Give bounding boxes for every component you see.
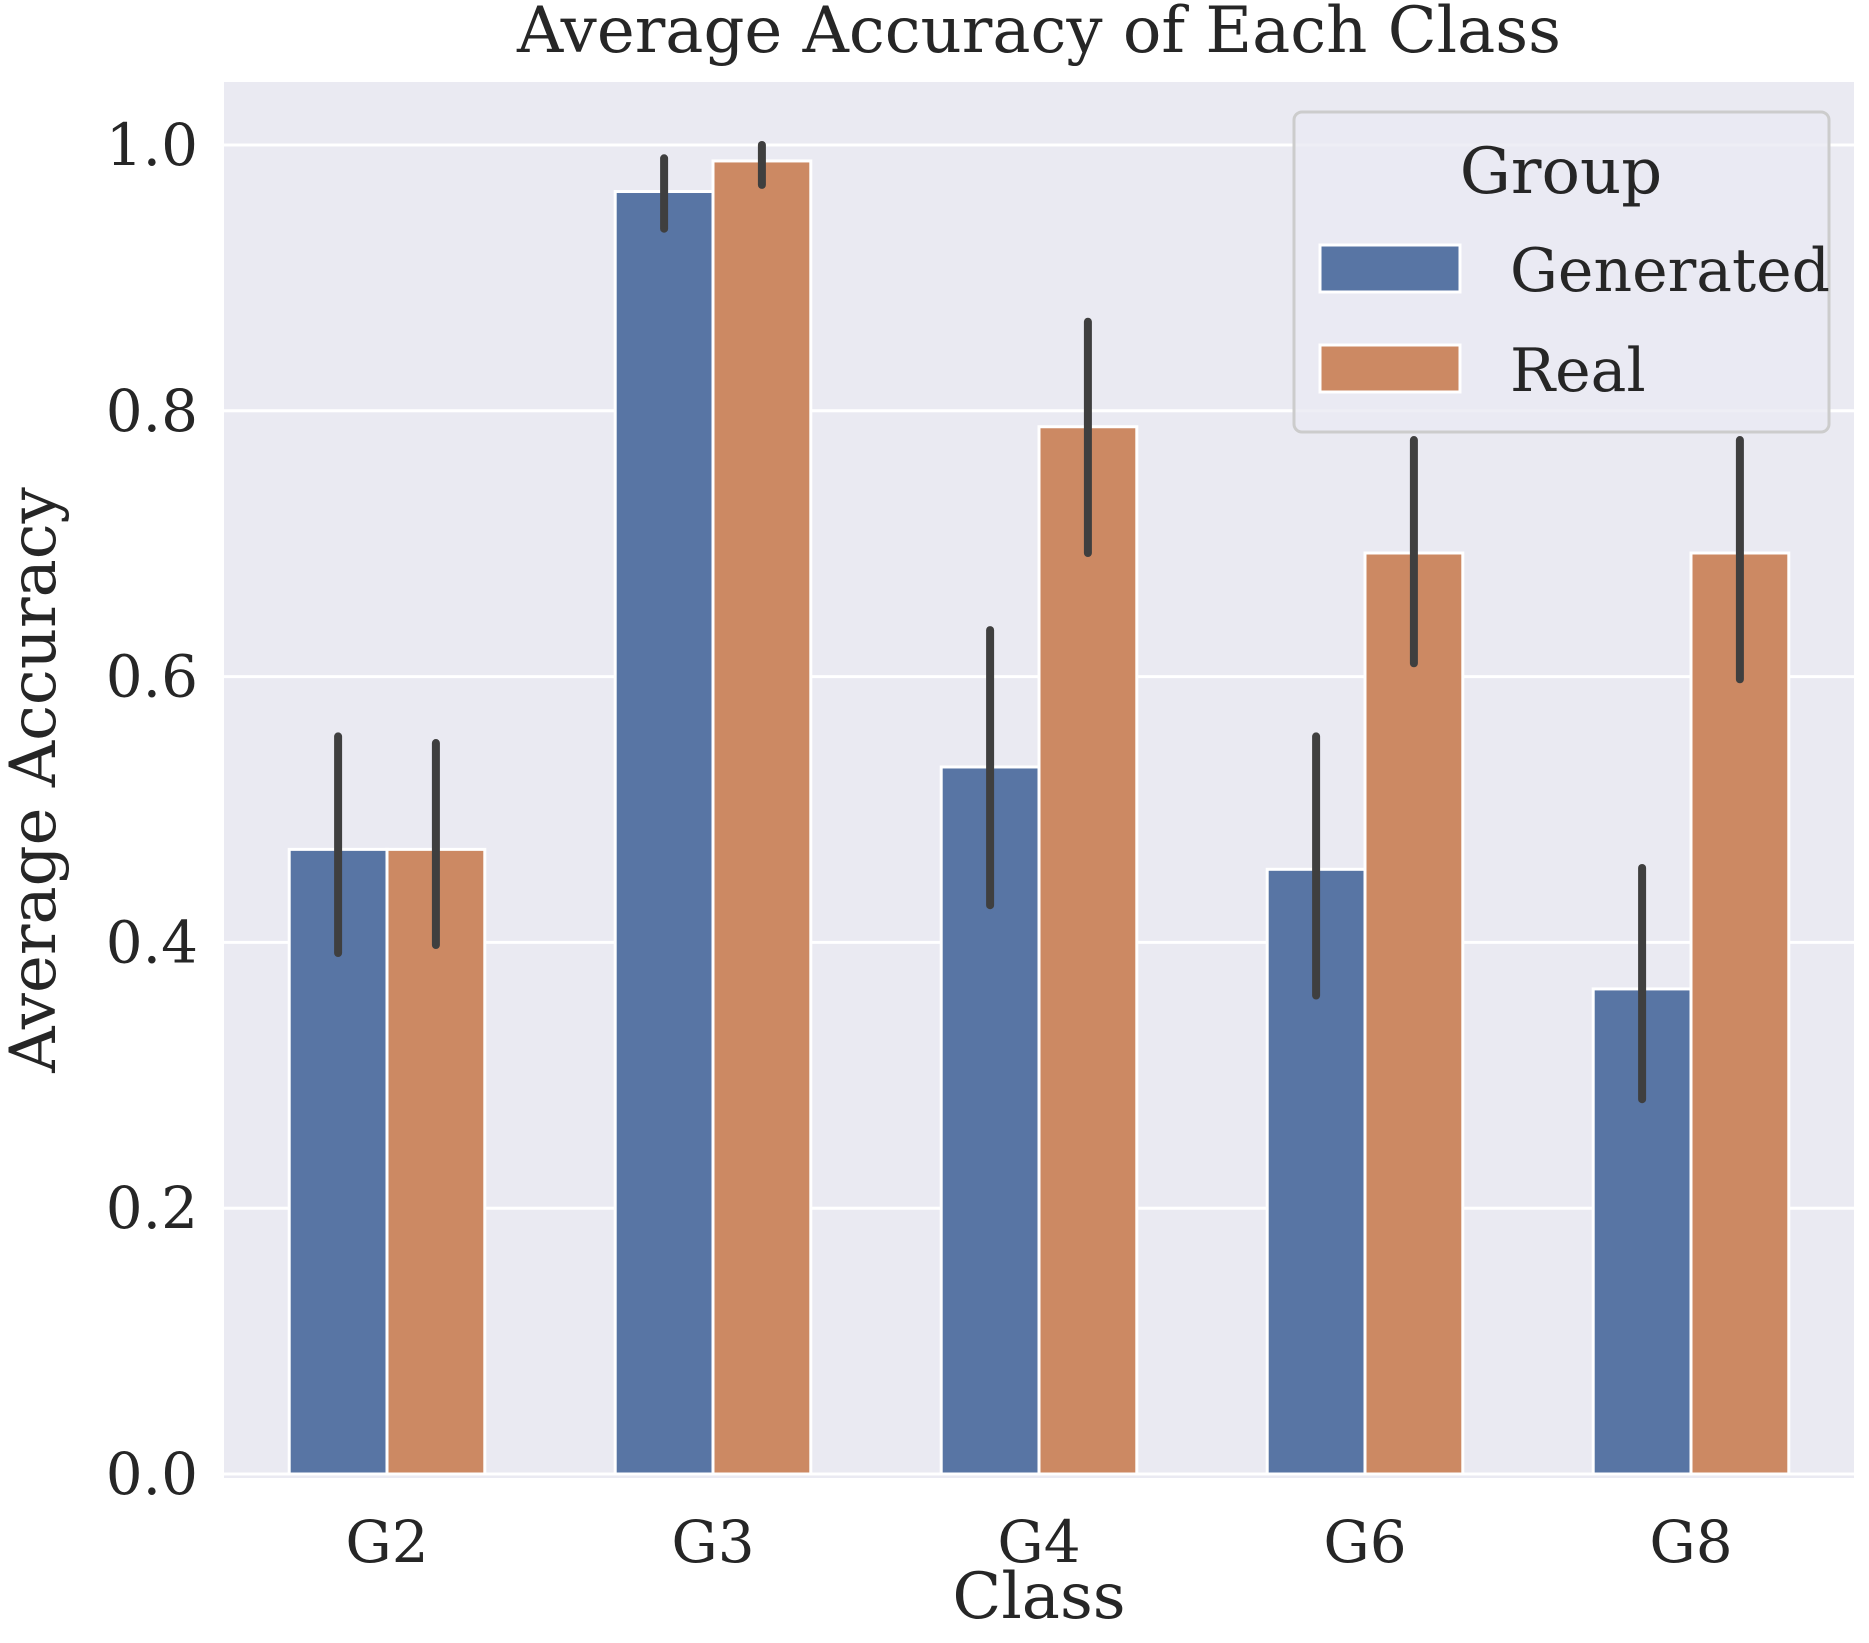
y-tick-label: 0.0 — [106, 1440, 198, 1508]
bar-real-g3 — [711, 159, 813, 1476]
error-bars — [334, 141, 1744, 1104]
bar-real-g4 — [1037, 425, 1139, 1476]
y-tick-label: 0.2 — [106, 1174, 198, 1242]
x-tick-label: G2 — [345, 1508, 428, 1576]
legend-label-real: Real — [1510, 336, 1646, 406]
y-axis-ticks: 0.0 0.2 0.4 0.6 0.8 1.0 — [106, 111, 198, 1508]
legend-swatch-generated — [1318, 243, 1462, 294]
x-tick-label: G4 — [997, 1508, 1080, 1576]
legend-title: Group — [1460, 135, 1662, 209]
x-tick-label: G3 — [671, 1508, 754, 1576]
legend[interactable]: Group Generated Real — [1292, 110, 1831, 434]
y-tick-label: 0.4 — [106, 908, 198, 976]
x-tick-label: G6 — [1323, 1508, 1406, 1576]
y-tick-label: 1.0 — [106, 111, 198, 179]
chart-title: Average Accuracy of Each Class — [516, 0, 1561, 68]
bars — [287, 159, 1791, 1476]
y-axis-label: Average Accuracy — [0, 487, 71, 1073]
x-axis-label: Class — [952, 1560, 1125, 1634]
bar-real-g6 — [1363, 551, 1465, 1476]
y-tick-label: 0.6 — [106, 643, 198, 711]
x-axis-ticks: G2 G3 G4 G6 G8 — [345, 1508, 1732, 1576]
legend-label-generated: Generated — [1510, 236, 1830, 306]
x-tick-label: G8 — [1649, 1508, 1732, 1576]
bar-generated-g3 — [613, 190, 715, 1476]
legend-swatch-real — [1318, 343, 1462, 394]
y-tick-label: 0.8 — [106, 377, 198, 445]
bar-real-g8 — [1689, 551, 1791, 1476]
